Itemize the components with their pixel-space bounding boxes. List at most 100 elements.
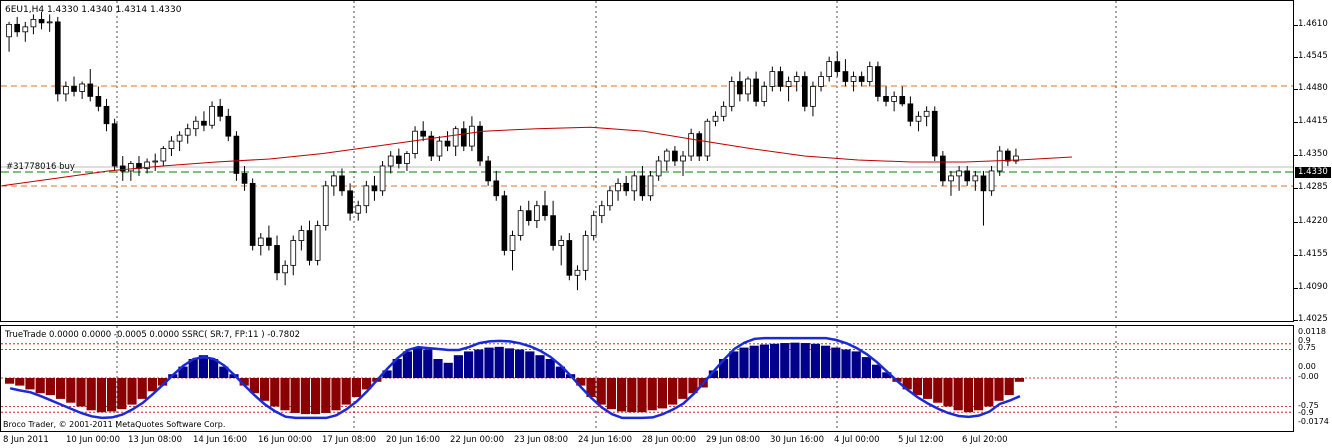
time-axis-label: 6 Jul 20:00: [962, 435, 1008, 445]
candle-body: [485, 160, 491, 182]
candle-body: [558, 240, 565, 246]
price-axis-tick: [1294, 89, 1298, 90]
candle-body: [395, 155, 402, 164]
price-axis-label: 1.4285: [1298, 182, 1328, 192]
candle-body: [688, 133, 694, 157]
candle-body: [769, 71, 776, 87]
candle-body: [696, 133, 703, 157]
candle-body: [355, 205, 362, 214]
histogram-bar: [555, 366, 565, 378]
histogram-bar: [617, 378, 627, 412]
candle-body: [412, 130, 418, 154]
candle-body: [801, 76, 808, 107]
candle-body: [737, 81, 743, 95]
histogram-bar: [382, 370, 392, 378]
candle-body: [915, 115, 922, 122]
price-axis-label: 1.4415: [1298, 116, 1328, 126]
candle-body: [79, 83, 85, 92]
candle-body: [1004, 150, 1011, 162]
time-axis-label: 8 Jun 2011: [3, 435, 49, 445]
histogram-bar: [841, 349, 851, 378]
candle-body: [607, 190, 613, 207]
candle-body: [907, 103, 914, 122]
candle-body: [233, 135, 240, 174]
histogram-bar: [351, 378, 361, 397]
candle-body: [501, 195, 508, 251]
histogram-bar: [821, 345, 831, 378]
indicator-axis-label: -0.00: [1298, 372, 1319, 381]
price-chart-panel[interactable]: [0, 0, 1294, 322]
candle-body: [128, 163, 134, 172]
histogram-bar: [443, 362, 453, 378]
candle-body: [266, 237, 272, 246]
histogram-bar: [15, 378, 25, 386]
candle-body: [647, 175, 654, 197]
histogram-bar: [76, 378, 86, 407]
histogram-bar: [535, 355, 545, 378]
histogram-bar: [423, 349, 433, 378]
current-price-badge: 1.4330: [1295, 167, 1331, 178]
signal-curve: [9, 336, 1021, 420]
indicator-panel[interactable]: [0, 325, 1294, 432]
histogram-bar: [413, 347, 423, 378]
histogram-bar: [596, 378, 606, 405]
price-axis-tick: [1294, 188, 1298, 189]
histogram-bar: [117, 378, 127, 410]
price-axis-label: 1.4090: [1298, 282, 1328, 292]
histogram-bar: [464, 351, 474, 378]
candle-body: [95, 96, 102, 107]
candle-body: [192, 120, 199, 130]
price-axis-tick: [1294, 320, 1298, 321]
candle-body: [850, 76, 857, 82]
candle-body: [980, 175, 987, 192]
histogram-bar: [678, 378, 688, 399]
candle-body: [988, 170, 995, 192]
candle-body: [477, 125, 483, 162]
time-axis-label: 30 Jun 16:00: [770, 435, 824, 445]
histogram-bar: [912, 378, 922, 396]
candle-body: [46, 21, 53, 24]
price-axis-tick: [1294, 222, 1298, 223]
histogram-bar: [300, 378, 310, 415]
histogram-bar: [311, 378, 321, 415]
candle-body: [720, 105, 727, 117]
histogram-bar: [249, 378, 259, 394]
price-axis-tick: [1294, 122, 1298, 123]
candle-body: [14, 23, 21, 33]
time-axis-label: 14 Jun 16:00: [193, 435, 247, 445]
histogram-bar: [270, 378, 280, 407]
histogram-bar: [943, 378, 953, 407]
price-axis-tick: [1294, 25, 1298, 26]
histogram-bar: [178, 366, 188, 378]
candle-body: [201, 120, 207, 126]
candle-body: [371, 185, 378, 192]
candle-body: [144, 161, 150, 169]
candle-body: [87, 83, 94, 97]
histogram-bar: [494, 346, 504, 378]
candle-body: [623, 182, 630, 192]
candle-body: [891, 96, 897, 102]
candle-body: [550, 215, 556, 246]
candle-body: [509, 235, 516, 251]
histogram-bar: [872, 364, 882, 378]
histogram-bar: [933, 378, 943, 403]
candle-body: [225, 115, 232, 137]
candle-body: [964, 170, 971, 182]
candle-body: [257, 237, 264, 246]
candle-body: [598, 205, 605, 217]
candle-body: [534, 205, 540, 222]
candle-body: [866, 66, 873, 82]
candle-body: [590, 215, 597, 236]
candle-body: [972, 175, 979, 182]
histogram-bar: [45, 378, 55, 396]
candle-body: [1013, 155, 1019, 162]
candle-body: [217, 105, 224, 117]
histogram-bar: [239, 378, 249, 386]
candle-body: [420, 130, 427, 137]
histogram-bar: [484, 347, 494, 378]
time-axis-label: 13 Jun 08:00: [128, 435, 182, 445]
indicator-axis-label: -0.9: [1298, 408, 1314, 417]
candle-body: [663, 150, 670, 162]
histogram-bar: [66, 378, 76, 403]
histogram-bar: [708, 370, 718, 378]
